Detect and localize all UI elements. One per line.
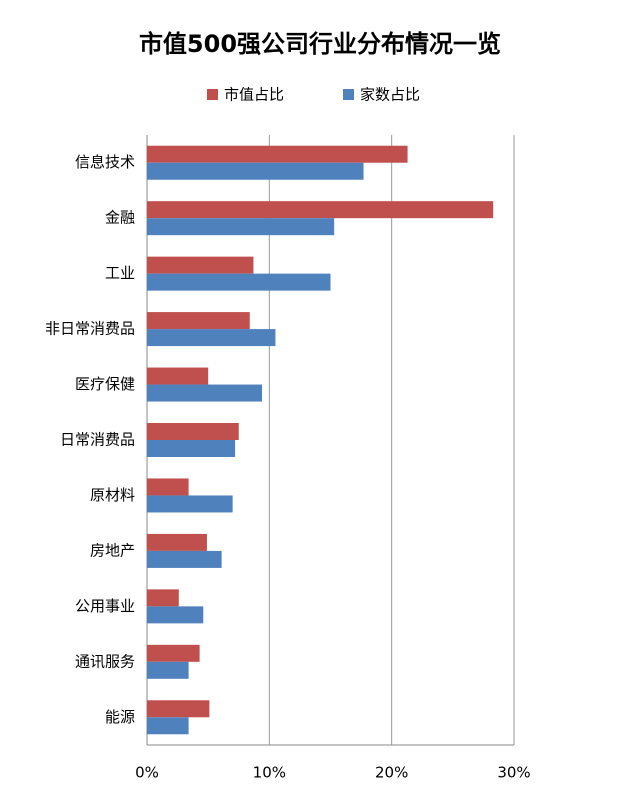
bar	[147, 218, 335, 236]
y-tick-label: 房地产	[90, 541, 135, 559]
bar	[147, 423, 239, 440]
legend-label: 家数占比	[360, 86, 420, 104]
bar	[147, 312, 250, 330]
x-tick-label: 0%	[135, 764, 159, 782]
bar	[147, 162, 364, 180]
y-tick-label: 能源	[105, 708, 135, 726]
x-tick-label: 20%	[375, 764, 408, 782]
y-tick-label: 工业	[105, 264, 135, 282]
bar	[147, 367, 209, 385]
bar	[147, 145, 408, 163]
y-tick-label: 信息技术	[75, 153, 135, 171]
bar	[147, 661, 189, 679]
bar	[147, 700, 210, 718]
y-tick-label: 非日常消费品	[45, 320, 135, 338]
chart-title: 市值500强公司行业分布情况一览	[139, 30, 501, 58]
y-tick-label: 通讯服务	[75, 652, 135, 670]
bar	[147, 550, 222, 568]
bar	[147, 384, 262, 402]
bar	[147, 606, 204, 624]
y-tick-label: 医疗保健	[75, 375, 135, 393]
x-tick-label: 10%	[253, 764, 286, 782]
bar	[147, 256, 254, 274]
bar	[147, 273, 331, 291]
y-tick-label: 公用事业	[75, 597, 135, 615]
bar	[147, 644, 200, 662]
x-tick-label: 30%	[497, 764, 530, 782]
bar	[147, 495, 233, 513]
bar	[147, 717, 189, 735]
bar	[147, 201, 494, 219]
bar	[147, 329, 276, 347]
bar	[147, 589, 179, 607]
y-tick-label: 日常消费品	[60, 431, 135, 449]
legend-swatch	[343, 89, 354, 100]
legend-label: 市值占比	[224, 86, 284, 104]
bar	[147, 440, 236, 457]
bar	[147, 533, 207, 551]
legend-swatch	[207, 89, 218, 100]
y-tick-label: 金融	[105, 209, 135, 227]
bar	[147, 478, 189, 496]
y-tick-label: 原材料	[90, 486, 135, 504]
